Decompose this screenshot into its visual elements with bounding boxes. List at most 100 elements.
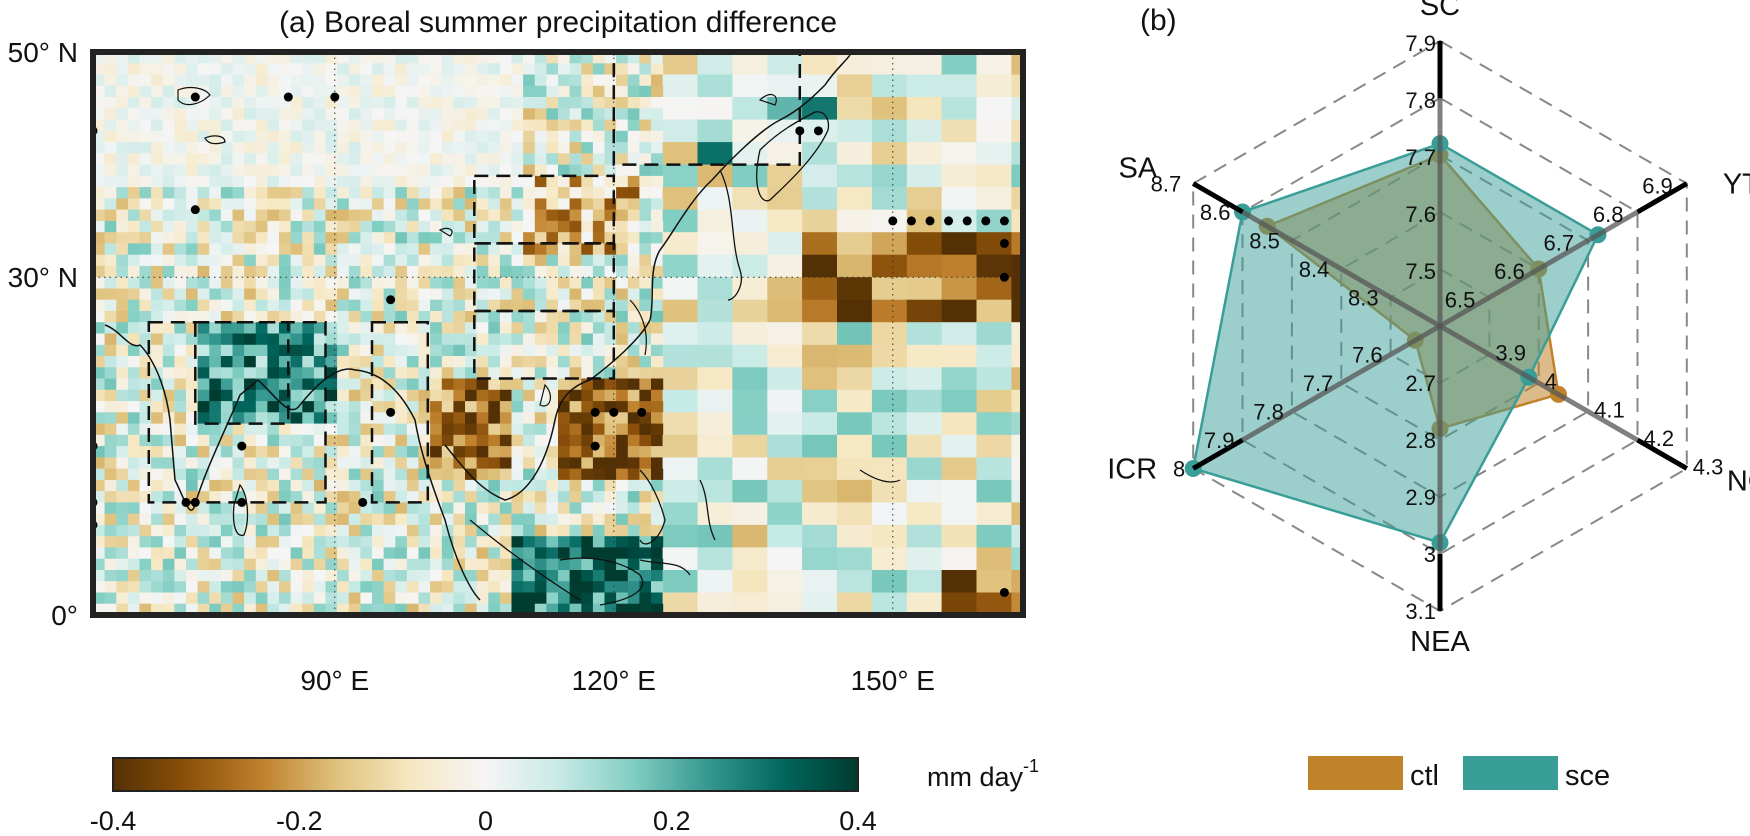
heatmap-cell xyxy=(127,479,141,492)
heatmap-cell xyxy=(476,491,489,503)
heatmap-cell xyxy=(337,401,350,413)
heatmap-cell xyxy=(93,412,106,425)
radar-axis-label-sc: SC xyxy=(1420,0,1460,22)
heatmap-cell xyxy=(499,401,513,413)
heatmap-cell xyxy=(616,423,629,436)
heatmap-cell xyxy=(941,142,978,166)
heatmap-cell xyxy=(569,513,582,526)
heatmap-cell xyxy=(546,412,559,425)
heatmap-cell xyxy=(616,299,629,312)
heatmap-cell xyxy=(372,265,385,278)
heatmap-cell xyxy=(406,356,420,368)
heatmap-cell xyxy=(151,322,164,335)
heatmap-cell xyxy=(558,581,571,594)
heatmap-cell xyxy=(941,52,978,76)
heatmap-cell xyxy=(93,524,106,537)
heatmap-cell xyxy=(337,603,350,615)
heatmap-cell xyxy=(767,502,803,526)
significance-dots xyxy=(93,92,1009,597)
heatmap-cell xyxy=(127,592,141,605)
heatmap-cell xyxy=(558,446,571,458)
radar-tick-label: 8 xyxy=(1173,457,1185,482)
heatmap-cell xyxy=(302,468,315,481)
heatmap-cell xyxy=(162,299,175,312)
heatmap-cell xyxy=(534,164,547,177)
heatmap-cell xyxy=(267,187,280,199)
heatmap-cell xyxy=(186,344,199,357)
heatmap-cell xyxy=(418,356,431,368)
heatmap-cell xyxy=(395,220,408,233)
heatmap-cell xyxy=(104,434,117,447)
heatmap-cell xyxy=(569,468,582,481)
heatmap-cell xyxy=(151,63,164,76)
heatmap-cell xyxy=(232,434,245,447)
heatmap-cell xyxy=(337,592,350,605)
heatmap-cell xyxy=(209,108,222,121)
heatmap-cell xyxy=(372,209,385,222)
heatmap-cell xyxy=(604,592,617,605)
heatmap-cell xyxy=(627,536,640,549)
heatmap-cell xyxy=(197,108,210,121)
heatmap-cell xyxy=(372,513,385,526)
heatmap-cell xyxy=(406,311,420,323)
heatmap-cell xyxy=(465,220,478,233)
heatmap-cell xyxy=(372,52,385,64)
heatmap-cell xyxy=(430,479,443,492)
heatmap-cell xyxy=(1011,322,1023,346)
heatmap-cell xyxy=(627,367,640,380)
heatmap-cell xyxy=(267,299,280,312)
heatmap-cell xyxy=(383,108,396,121)
heatmap-cell xyxy=(348,243,361,256)
heatmap-cell xyxy=(616,547,629,560)
heatmap-cell xyxy=(453,570,466,582)
heatmap-cell xyxy=(93,52,106,64)
heatmap-cell xyxy=(186,547,199,560)
heatmap-cell xyxy=(523,547,536,560)
significance-dot xyxy=(888,216,898,226)
heatmap-cell xyxy=(127,254,141,267)
heatmap-cell xyxy=(616,277,629,290)
heatmap-cell xyxy=(116,198,129,211)
heatmap-cell xyxy=(279,153,292,166)
heatmap-cell xyxy=(697,209,733,233)
heatmap-cell xyxy=(592,265,606,278)
heatmap-cell xyxy=(662,367,699,391)
heatmap-cell xyxy=(476,187,489,199)
heatmap-cell xyxy=(511,130,524,143)
heatmap-cell xyxy=(1011,299,1023,323)
heatmap-cell xyxy=(639,243,652,256)
heatmap-cell xyxy=(372,536,385,549)
significance-dot xyxy=(181,497,191,507)
heatmap-cell xyxy=(127,130,141,143)
heatmap-cell xyxy=(581,175,594,188)
heatmap-cell xyxy=(604,367,617,380)
heatmap-cell xyxy=(488,367,501,380)
heatmap-cell xyxy=(418,446,431,458)
heatmap-cell xyxy=(616,209,629,222)
heatmap-cell xyxy=(534,153,547,166)
heatmap-cell xyxy=(93,97,106,109)
heatmap-cell xyxy=(441,232,454,245)
heatmap-cell xyxy=(616,220,629,233)
heatmap-cell xyxy=(418,592,431,605)
heatmap-cell xyxy=(348,603,361,615)
heatmap-cell xyxy=(116,367,129,380)
heatmap-cell xyxy=(337,513,350,526)
heatmap-cell xyxy=(627,311,640,323)
heatmap-cell xyxy=(325,581,338,594)
heatmap-cell xyxy=(441,108,454,121)
heatmap-cell xyxy=(627,85,640,98)
heatmap-cell xyxy=(267,74,280,87)
heatmap-cell xyxy=(313,74,327,87)
heatmap-cell xyxy=(290,52,303,64)
heatmap-cell xyxy=(279,265,292,278)
heatmap-cell xyxy=(465,434,478,447)
heatmap-cell xyxy=(220,434,234,447)
heatmap-cell xyxy=(558,547,571,560)
heatmap-cell xyxy=(558,153,571,166)
heatmap-cell xyxy=(418,108,431,121)
heatmap-cell xyxy=(337,367,350,380)
heatmap-cell xyxy=(174,502,187,515)
heatmap-cell xyxy=(139,209,152,222)
heatmap-cell xyxy=(279,63,292,76)
